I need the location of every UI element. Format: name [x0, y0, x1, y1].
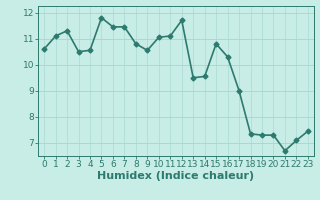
X-axis label: Humidex (Indice chaleur): Humidex (Indice chaleur) — [97, 171, 255, 181]
